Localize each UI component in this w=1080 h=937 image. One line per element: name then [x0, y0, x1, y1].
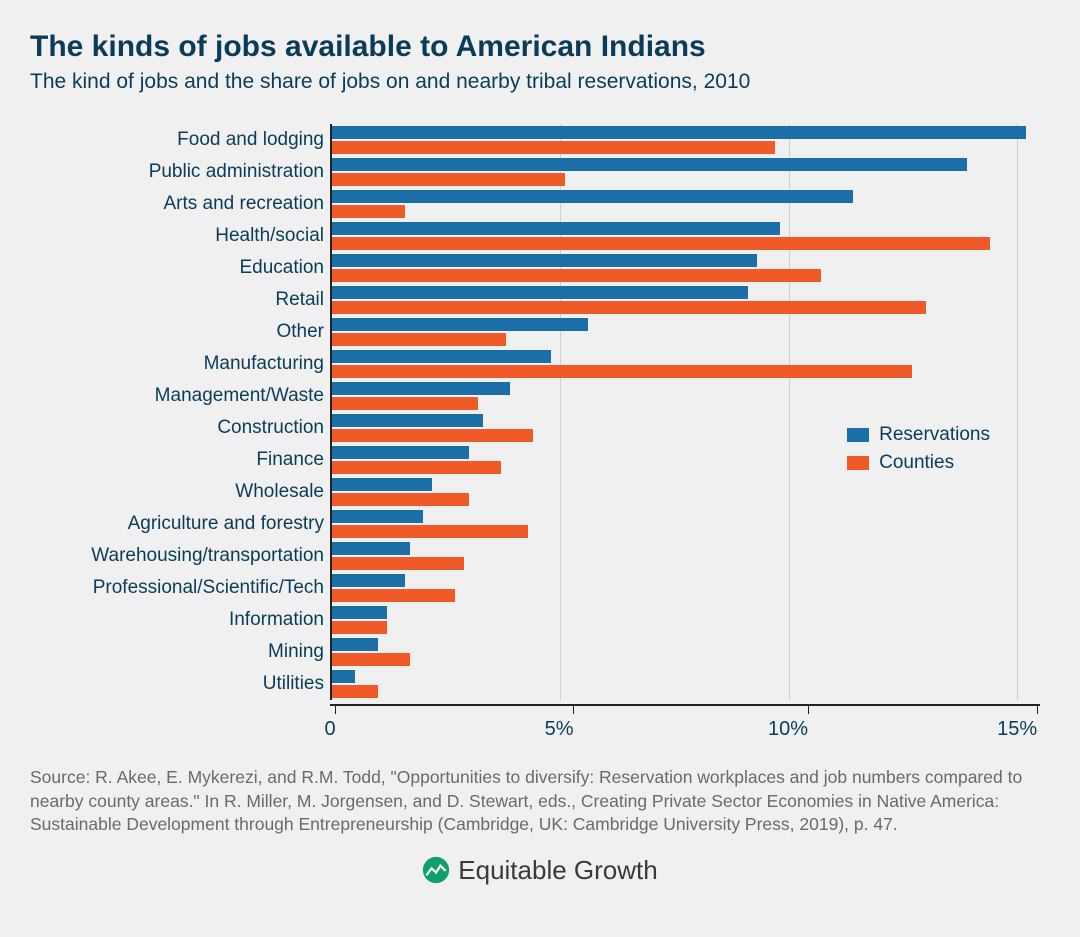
legend-label: Reservations: [879, 424, 990, 446]
bar-counties: [332, 173, 565, 186]
bar-reservations: [332, 510, 423, 523]
category-label: Management/Waste: [155, 380, 324, 412]
bar-reservations: [332, 606, 387, 619]
table-row: [332, 668, 1040, 700]
category-label: Other: [276, 316, 324, 348]
bar-counties: [332, 589, 455, 602]
bar-reservations: [332, 318, 588, 331]
bar-reservations: [332, 446, 469, 459]
category-label: Construction: [217, 412, 324, 444]
table-row: [332, 124, 1040, 156]
category-label: Public administration: [149, 156, 324, 188]
table-row: [332, 348, 1040, 380]
x-tick: 5%: [559, 706, 588, 741]
category-label: Mining: [268, 636, 324, 668]
category-label: Health/social: [215, 220, 324, 252]
bar-reservations: [332, 382, 510, 395]
table-row: [332, 572, 1040, 604]
brand: Equitable Growth: [422, 855, 657, 886]
category-label: Manufacturing: [204, 348, 324, 380]
category-label: Agriculture and forestry: [128, 508, 324, 540]
bar-reservations: [332, 254, 757, 267]
bar-reservations: [332, 542, 410, 555]
bar-reservations: [332, 190, 853, 203]
bar-counties: [332, 685, 378, 698]
bar-counties: [332, 557, 464, 570]
bar-reservations: [332, 350, 551, 363]
table-row: [332, 380, 1040, 412]
chart-area: Food and lodgingPublic administrationArt…: [30, 114, 1050, 744]
brand-name: Equitable Growth: [458, 855, 657, 886]
table-row: [332, 508, 1040, 540]
bar-counties: [332, 621, 387, 634]
table-row: [332, 156, 1040, 188]
table-row: [332, 220, 1040, 252]
category-label: Education: [239, 252, 324, 284]
bar-counties: [332, 653, 410, 666]
x-axis: 05%10%15%: [330, 704, 1040, 744]
table-row: [332, 252, 1040, 284]
category-label: Wholesale: [235, 476, 324, 508]
bar-reservations: [332, 670, 355, 683]
bar-counties: [332, 525, 528, 538]
category-label: Retail: [275, 284, 324, 316]
table-row: [332, 540, 1040, 572]
bar-counties: [332, 237, 990, 250]
category-label: Information: [229, 604, 324, 636]
bar-counties: [332, 269, 821, 282]
category-label: Utilities: [263, 668, 324, 700]
table-row: [332, 636, 1040, 668]
bar-counties: [332, 365, 912, 378]
source-note: Source: R. Akee, E. Mykerezi, and R.M. T…: [30, 766, 1050, 837]
bar-counties: [332, 333, 506, 346]
category-label: Arts and recreation: [163, 188, 324, 220]
legend-label: Counties: [879, 452, 954, 474]
chart-subtitle: The kind of jobs and the share of jobs o…: [30, 70, 1050, 94]
x-tick: 10%: [788, 706, 828, 741]
category-label: Finance: [256, 444, 324, 476]
bar-reservations: [332, 126, 1026, 139]
legend-swatch: [847, 428, 869, 442]
category-label: Food and lodging: [177, 124, 324, 156]
legend-swatch: [847, 456, 869, 470]
bar-reservations: [332, 478, 432, 491]
bar-reservations: [332, 222, 780, 235]
legend-item: Reservations: [847, 424, 990, 446]
x-tick: 15%: [1017, 706, 1057, 741]
plot-region: Food and lodgingPublic administrationArt…: [330, 124, 1040, 700]
category-label: Warehousing/transportation: [91, 540, 324, 572]
bar-counties: [332, 141, 775, 154]
brand-icon: [422, 856, 450, 884]
bar-reservations: [332, 638, 378, 651]
footer: Equitable Growth: [30, 855, 1050, 890]
bar-counties: [332, 205, 405, 218]
table-row: [332, 188, 1040, 220]
chart-container: The kinds of jobs available to American …: [0, 0, 1080, 937]
bar-counties: [332, 301, 926, 314]
bar-counties: [332, 429, 533, 442]
table-row: [332, 604, 1040, 636]
bar-counties: [332, 397, 478, 410]
legend-item: Counties: [847, 452, 990, 474]
table-row: [332, 476, 1040, 508]
category-label: Professional/Scientific/Tech: [93, 572, 324, 604]
x-tick: 0: [330, 706, 341, 741]
bar-reservations: [332, 286, 748, 299]
bar-reservations: [332, 414, 483, 427]
bar-counties: [332, 461, 501, 474]
legend: Reservations Counties: [847, 424, 990, 480]
chart-title: The kinds of jobs available to American …: [30, 30, 1050, 64]
bar-reservations: [332, 158, 967, 171]
bar-reservations: [332, 574, 405, 587]
table-row: [332, 316, 1040, 348]
bar-counties: [332, 493, 469, 506]
table-row: [332, 284, 1040, 316]
